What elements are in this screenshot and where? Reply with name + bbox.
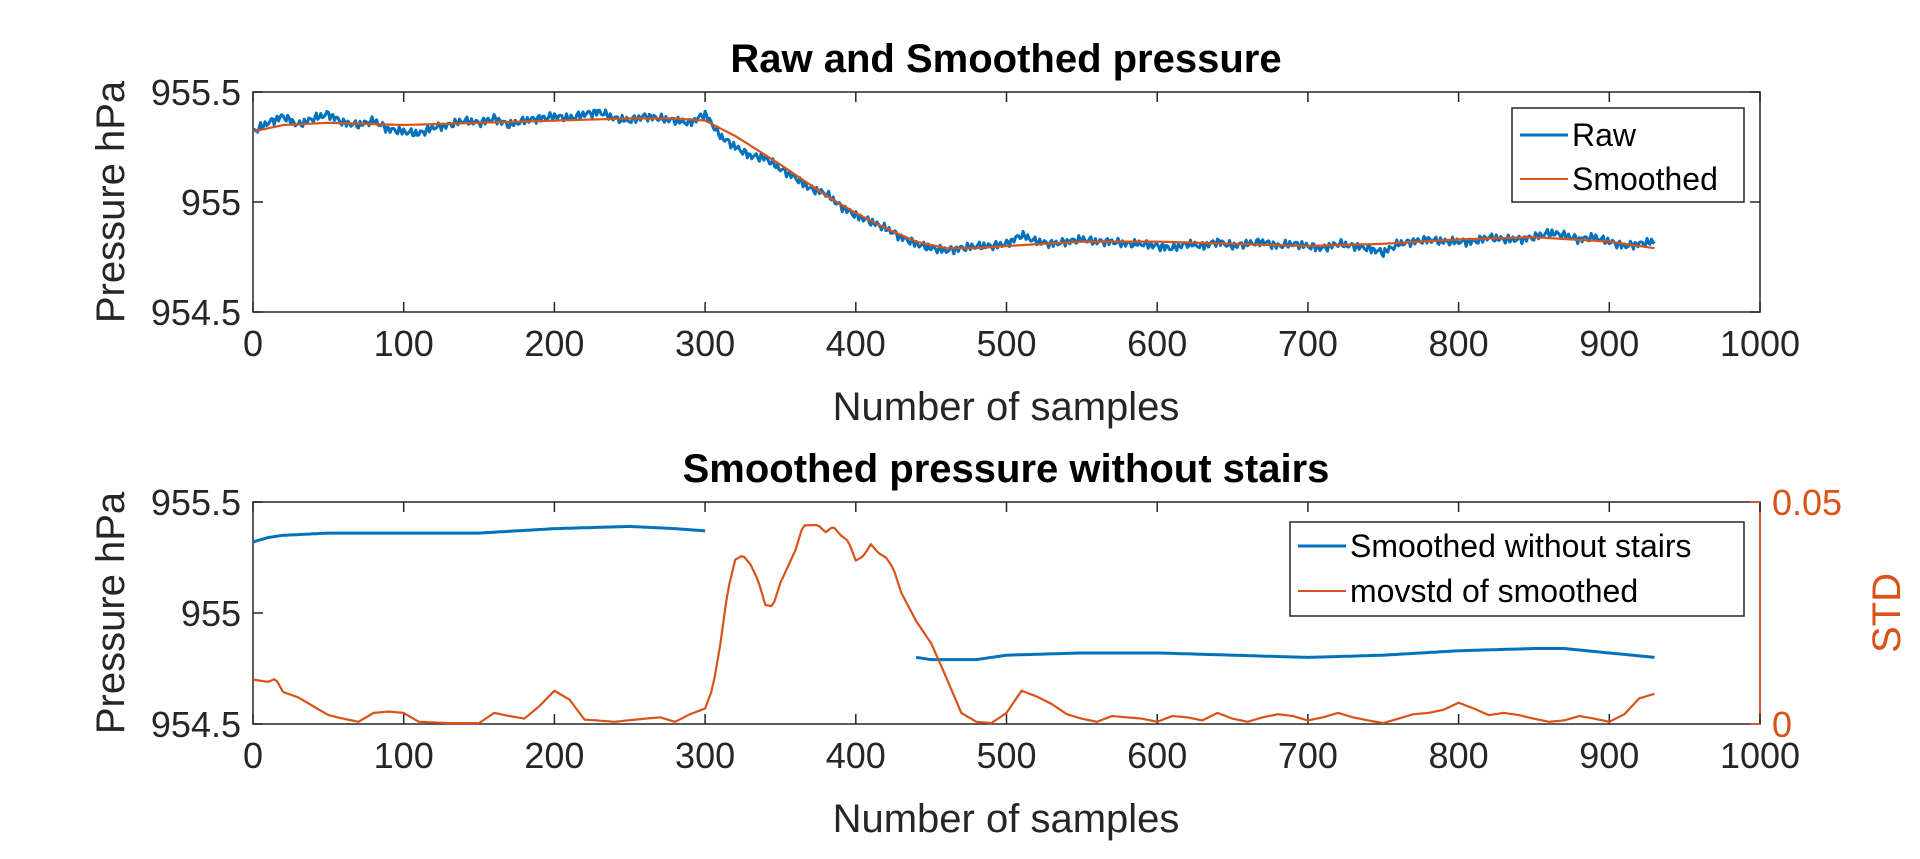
x-axis-label-2: Number of samples xyxy=(833,797,1180,841)
x-tick-label: 300 xyxy=(675,323,735,364)
chart-title-1: Raw and Smoothed pressure xyxy=(730,37,1281,81)
y2-tick-label: 0 xyxy=(1772,704,1792,745)
series-line-movstd-of-smoothed xyxy=(252,523,1655,725)
x-tick-label: 900 xyxy=(1579,323,1639,364)
x-tick-label: 800 xyxy=(1429,323,1489,364)
x-tick-label: 1000 xyxy=(1720,735,1800,776)
series-line-smoothed xyxy=(252,117,1655,250)
plot-area-1 xyxy=(252,91,1761,313)
x-tick-label: 1000 xyxy=(1720,323,1800,364)
x-tick-label: 200 xyxy=(524,735,584,776)
x-axis-label-1: Number of samples xyxy=(833,385,1180,429)
legend-2: Smoothed without stairs movstd of smooth… xyxy=(1289,521,1745,617)
legend-1: Raw Smoothed xyxy=(1511,107,1745,203)
y2-axis-label-2: STD xyxy=(1865,573,1909,653)
x-tick-label: 100 xyxy=(374,735,434,776)
x-tick-label: 0 xyxy=(243,735,263,776)
x-tick-label: 200 xyxy=(524,323,584,364)
series-lines-1 xyxy=(252,108,1656,258)
x-tick-label: 800 xyxy=(1429,735,1489,776)
legend-label-smoothed-without-stairs: Smoothed without stairs xyxy=(1350,528,1692,564)
y-tick-label: 955.5 xyxy=(151,482,241,523)
y-tick-label: 955 xyxy=(181,593,241,634)
x-tick-label: 900 xyxy=(1579,735,1639,776)
series-line-smoothed-without-stairs-segment-1 xyxy=(915,647,1655,662)
x-tick-label: 400 xyxy=(826,323,886,364)
chart-title-2: Smoothed pressure without stairs xyxy=(683,447,1330,491)
y-axis-label-2: Pressure hPa xyxy=(89,491,133,734)
series-lines-2 xyxy=(252,523,1655,725)
legend-label-smoothed: Smoothed xyxy=(1572,161,1718,197)
chart-raw-smoothed: Raw and Smoothed pressure Number of samp… xyxy=(89,37,1800,429)
y2-tick-label: 0.05 xyxy=(1772,482,1842,523)
x-tick-label: 500 xyxy=(976,735,1036,776)
x-tick-label: 700 xyxy=(1278,735,1338,776)
legend-box-1 xyxy=(1511,107,1745,203)
series-line-smoothed-without-stairs-segment-0 xyxy=(252,524,706,544)
x-tick-label: 700 xyxy=(1278,323,1338,364)
x-tick-label: 500 xyxy=(976,323,1036,364)
axis-ticks-1: 0 100 200 300 400 500 600 700 800 900 1000 954.5 955… xyxy=(151,72,1800,364)
chart-smoothed-without-stairs: Smoothed pressure without stairs Number … xyxy=(89,447,1909,841)
y-tick-label: 955 xyxy=(181,182,241,223)
x-tick-label: 300 xyxy=(675,735,735,776)
y-axis-label-1: Pressure hPa xyxy=(89,80,133,323)
x-tick-label: 600 xyxy=(1127,323,1187,364)
x-tick-label: 100 xyxy=(374,323,434,364)
y-tick-label: 954.5 xyxy=(151,292,241,333)
x-tick-label: 400 xyxy=(826,735,886,776)
y-tick-label: 954.5 xyxy=(151,704,241,745)
axis-ticks-2: 0 100 200 300 400 500 600 700 800 900 1000 954.5 955… xyxy=(151,482,1842,776)
x-tick-label: 600 xyxy=(1127,735,1187,776)
legend-label-movstd: movstd of smoothed xyxy=(1350,573,1638,609)
y-tick-label: 955.5 xyxy=(151,72,241,113)
legend-box-2 xyxy=(1289,521,1745,617)
legend-label-raw: Raw xyxy=(1572,117,1637,153)
x-tick-label: 0 xyxy=(243,323,263,364)
